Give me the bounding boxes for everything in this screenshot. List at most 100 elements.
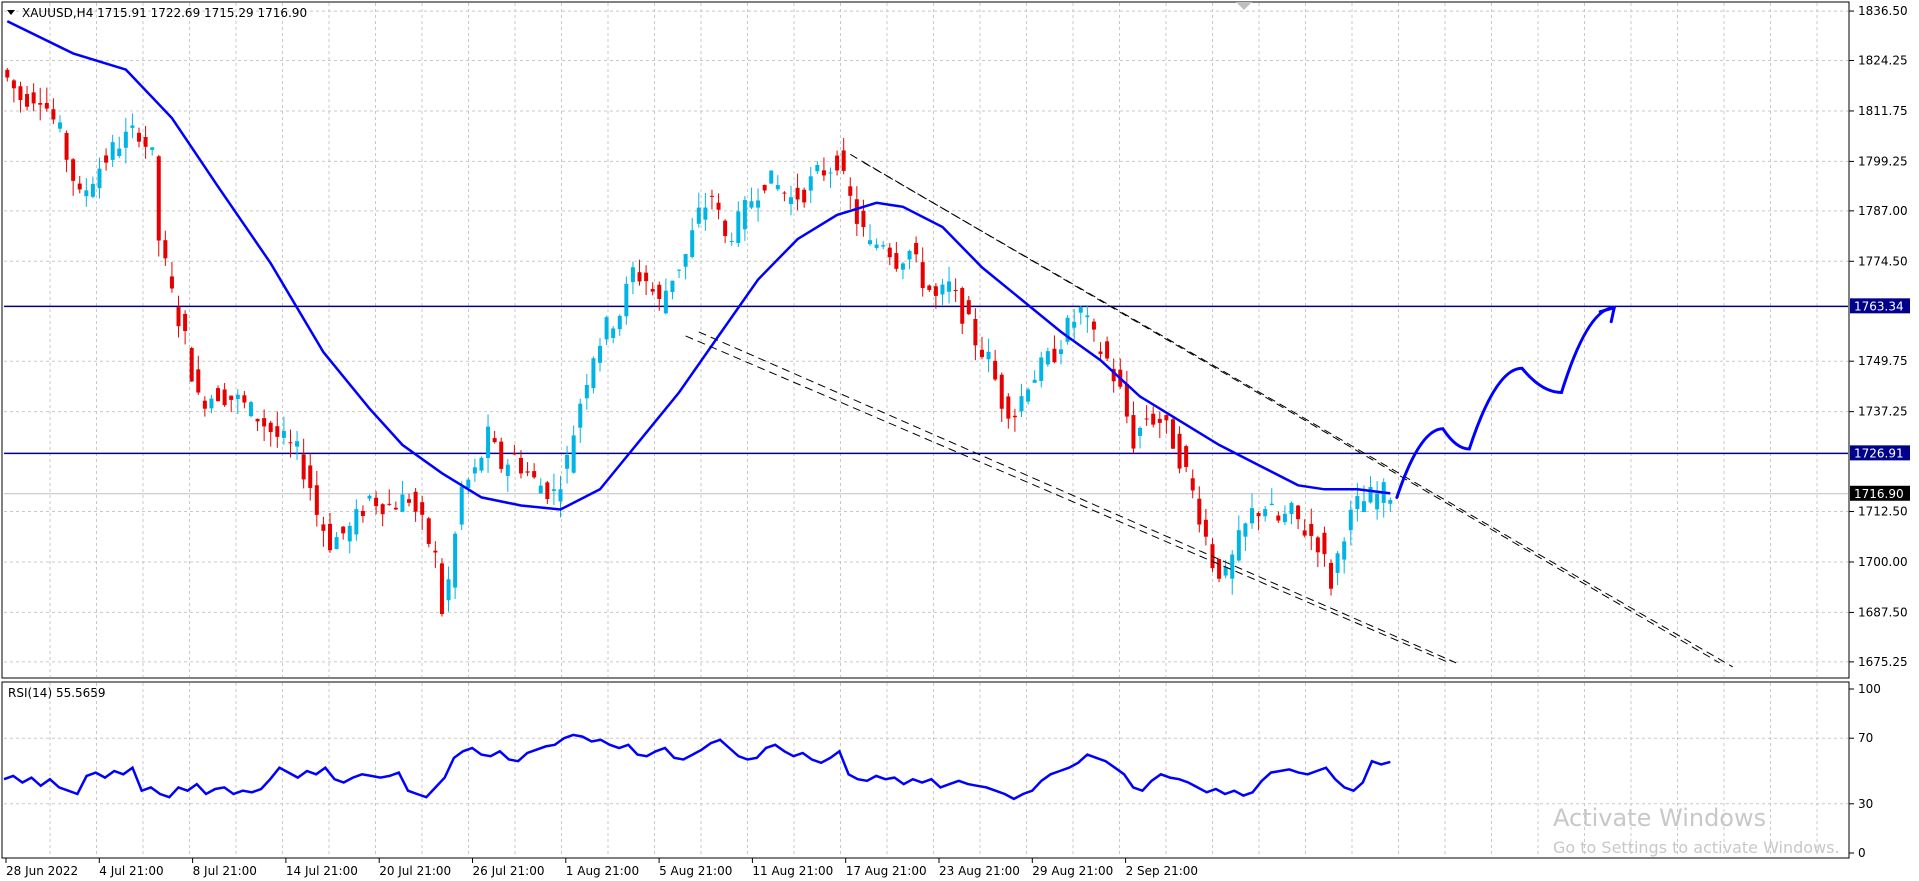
x-tick-label: 8 Jul 21:00 [193, 864, 257, 878]
candle-body [1098, 351, 1103, 354]
price-panel[interactable]: 1836.50 1824.25 1811.75 1799.25 1787.00 1774.… [1, 1, 1910, 679]
x-tick-label: 1 Aug 21:00 [566, 864, 639, 878]
current-price-label: 1716.90 [1854, 487, 1904, 501]
candle-body [1355, 496, 1360, 510]
projection-arrow[interactable] [1395, 305, 1617, 499]
candle-body [433, 550, 438, 553]
candle-body [683, 254, 688, 267]
candle-body [347, 525, 352, 542]
candle-body [1032, 379, 1037, 383]
x-tick-label: 23 Aug 21:00 [939, 864, 1020, 878]
candle-body [486, 426, 491, 458]
rsi-panel-border [1, 681, 1850, 859]
candle-body [262, 418, 267, 427]
candle-body [670, 280, 675, 293]
horizontal-levels[interactable] [4, 305, 1848, 495]
candle-body [551, 489, 556, 491]
candle-body [295, 441, 300, 447]
candle-body [71, 159, 76, 181]
candle-body [31, 92, 36, 104]
candle-body [472, 467, 477, 474]
y-tick-label: 1700.00 [1858, 555, 1908, 569]
candle-body [1322, 532, 1327, 555]
candle-body [736, 211, 741, 244]
y-tick-label: 1787.00 [1858, 204, 1908, 218]
candle-body [861, 210, 866, 228]
candle-body [426, 518, 431, 544]
candle-body [479, 457, 484, 471]
candle-body [1184, 446, 1189, 467]
candle-body [117, 148, 122, 157]
candle-body [1144, 418, 1149, 420]
candle-body [1059, 349, 1064, 355]
y-tick-label: 1836.50 [1858, 4, 1908, 18]
candle-body [1335, 553, 1340, 573]
price-tags: 1763.34 1726.91 1716.90 [1850, 298, 1910, 501]
candle-body [571, 435, 576, 473]
y-tick-label: 1749.75 [1858, 354, 1908, 368]
symbol-dropdown-icon[interactable] [7, 10, 15, 15]
level-tag [1850, 445, 1910, 461]
level-tag [1850, 298, 1910, 314]
y-tick-label: 1799.25 [1858, 154, 1908, 168]
candle-body [1085, 315, 1090, 318]
candle-body [321, 524, 326, 531]
rsi-axis: 100 70 30 0 [1849, 682, 1881, 860]
candle-body [584, 384, 589, 399]
candle-body [512, 453, 517, 455]
candle-body [802, 189, 807, 203]
candle-body [604, 317, 609, 340]
candle-body [1138, 427, 1143, 436]
candle-body [1282, 513, 1287, 523]
candle-body [18, 86, 23, 101]
candle-body [769, 170, 774, 184]
candle-body [657, 284, 662, 300]
y-tick-label: 1712.50 [1858, 505, 1908, 519]
candle-body [696, 207, 701, 224]
candle-body [749, 201, 754, 208]
x-tick-label: 2 Sep 21:00 [1126, 864, 1198, 878]
candle-body [459, 486, 464, 525]
candle-body [993, 360, 998, 380]
candle-body [446, 579, 451, 601]
candle-body [907, 250, 912, 260]
y-tick-label: 1737.25 [1858, 405, 1908, 419]
candle-body [1256, 513, 1261, 517]
candle-body [1236, 530, 1241, 561]
candle-body [183, 313, 188, 332]
level-tag-label: 1763.34 [1854, 299, 1904, 313]
rsi-tick-label: 100 [1858, 682, 1881, 696]
rsi-panel[interactable]: 100 70 30 0 RSI(14) 55.5659 [1, 681, 1881, 860]
candle-body [104, 155, 109, 163]
candle-body [887, 247, 892, 258]
candle-body [598, 345, 603, 363]
candle-body [716, 202, 721, 210]
candle-body [1375, 493, 1380, 510]
candle-body [1342, 541, 1347, 560]
candle-body [729, 240, 734, 243]
candle-body [703, 207, 708, 220]
candlesticks [5, 67, 1393, 617]
candle-body [1151, 413, 1156, 425]
rsi-line [3, 733, 1391, 801]
candle-body [242, 395, 247, 403]
moving-average [6, 20, 1391, 511]
candle-body [25, 94, 30, 107]
level-tag-label: 1726.91 [1854, 446, 1904, 460]
candle-body [868, 240, 873, 245]
candle-body [314, 485, 319, 515]
trend-channel[interactable] [685, 153, 1734, 668]
candle-body [538, 485, 543, 494]
candle-body [1131, 415, 1136, 449]
x-tick-label: 29 Aug 21:00 [1032, 864, 1113, 878]
shift-marker-icon[interactable] [1236, 2, 1252, 10]
x-tick-label: 14 Jul 21:00 [286, 864, 358, 878]
candle-body [439, 563, 444, 614]
candle-body [229, 395, 234, 400]
channel-line [685, 335, 1450, 664]
candle-body [163, 240, 168, 259]
candle-body [1197, 498, 1202, 525]
candle-body [5, 69, 10, 78]
price-grid [4, 3, 1848, 677]
